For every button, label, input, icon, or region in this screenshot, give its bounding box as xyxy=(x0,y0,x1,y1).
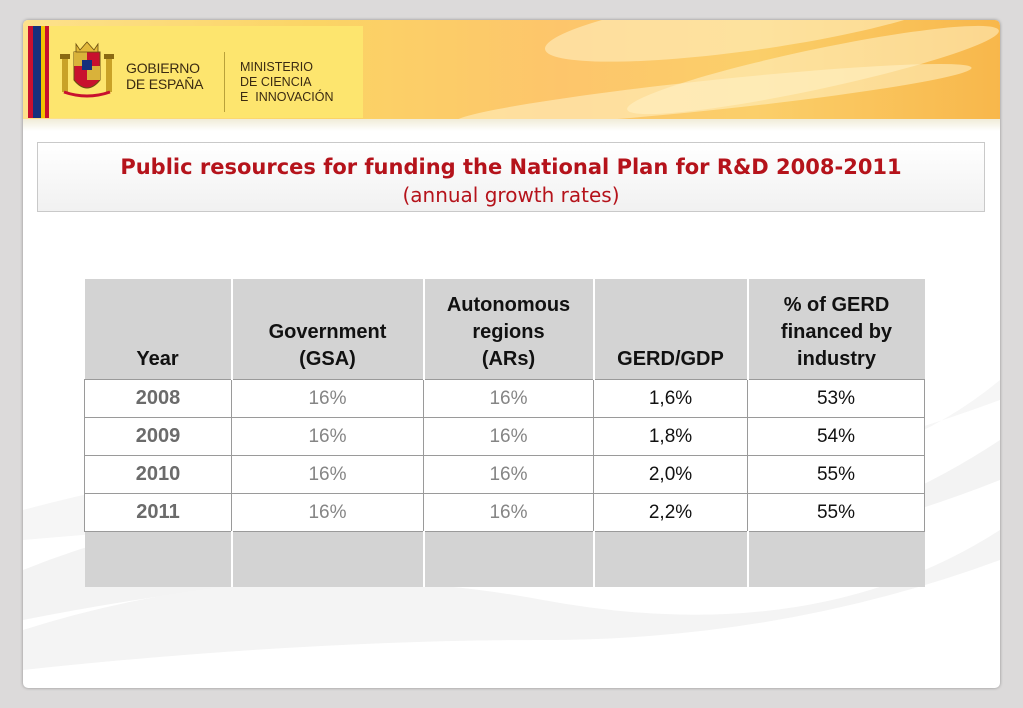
header-shadow xyxy=(23,119,1000,131)
government-logo: GOBIERNO DE ESPAÑA MINISTERIO DE CIENCIA… xyxy=(28,26,363,118)
empty-cell xyxy=(423,531,595,587)
empty-cell xyxy=(593,531,749,587)
gsa-cell: 16% xyxy=(231,493,424,532)
table-footer-row xyxy=(84,531,925,587)
growth-rates-table: Year Government (GSA) Autonomous regions… xyxy=(84,279,925,587)
flag-stripe-red xyxy=(28,26,33,118)
industry-cell: 55% xyxy=(747,455,925,494)
table-row: 2009 16% 16% 1,8% 54% xyxy=(84,417,925,456)
column-header-autonomous-regions: Autonomous regions (ARs) xyxy=(423,279,595,380)
column-header-year: Year xyxy=(84,279,233,380)
industry-cell: 53% xyxy=(747,379,925,418)
ministry-name: MINISTERIO DE CIENCIA E INNOVACIÓN xyxy=(240,60,334,104)
year-cell: 2008 xyxy=(84,379,232,418)
column-header-gerd-industry: % of GERD financed by industry xyxy=(747,279,925,380)
gerd-gdp-cell: 1,8% xyxy=(593,417,748,456)
ars-cell: 16% xyxy=(423,417,594,456)
year-cell: 2010 xyxy=(84,455,232,494)
slide: GOBIERNO DE ESPAÑA MINISTERIO DE CIENCIA… xyxy=(23,20,1000,688)
slide-title: Public resources for funding the Nationa… xyxy=(120,155,902,179)
flag-stripe-yellow xyxy=(41,26,45,118)
flag-stripe-red-2 xyxy=(45,26,49,118)
government-name: GOBIERNO DE ESPAÑA xyxy=(126,60,204,92)
logo-divider xyxy=(224,52,225,112)
coat-of-arms-icon xyxy=(60,41,114,98)
gsa-cell: 16% xyxy=(231,455,424,494)
gsa-cell: 16% xyxy=(231,417,424,456)
gsa-cell: 16% xyxy=(231,379,424,418)
gerd-gdp-cell: 2,2% xyxy=(593,493,748,532)
table-row: 2008 16% 16% 1,6% 53% xyxy=(84,379,925,418)
column-header-gerd-gdp: GERD/GDP xyxy=(593,279,749,380)
ars-cell: 16% xyxy=(423,493,594,532)
eu-flag-stripe xyxy=(33,26,41,118)
empty-cell xyxy=(747,531,925,587)
industry-cell: 55% xyxy=(747,493,925,532)
year-cell: 2009 xyxy=(84,417,232,456)
table-header-row: Year Government (GSA) Autonomous regions… xyxy=(84,279,925,380)
gerd-gdp-cell: 1,6% xyxy=(593,379,748,418)
table-row: 2011 16% 16% 2,2% 55% xyxy=(84,493,925,532)
column-header-government: Government (GSA) xyxy=(231,279,425,380)
empty-cell xyxy=(84,531,233,587)
ars-cell: 16% xyxy=(423,455,594,494)
industry-cell: 54% xyxy=(747,417,925,456)
table-row: 2010 16% 16% 2,0% 55% xyxy=(84,455,925,494)
title-box: Public resources for funding the Nationa… xyxy=(37,142,985,212)
ars-cell: 16% xyxy=(423,379,594,418)
empty-cell xyxy=(231,531,425,587)
slide-subtitle: (annual growth rates) xyxy=(402,183,620,207)
gerd-gdp-cell: 2,0% xyxy=(593,455,748,494)
year-cell: 2011 xyxy=(84,493,232,532)
